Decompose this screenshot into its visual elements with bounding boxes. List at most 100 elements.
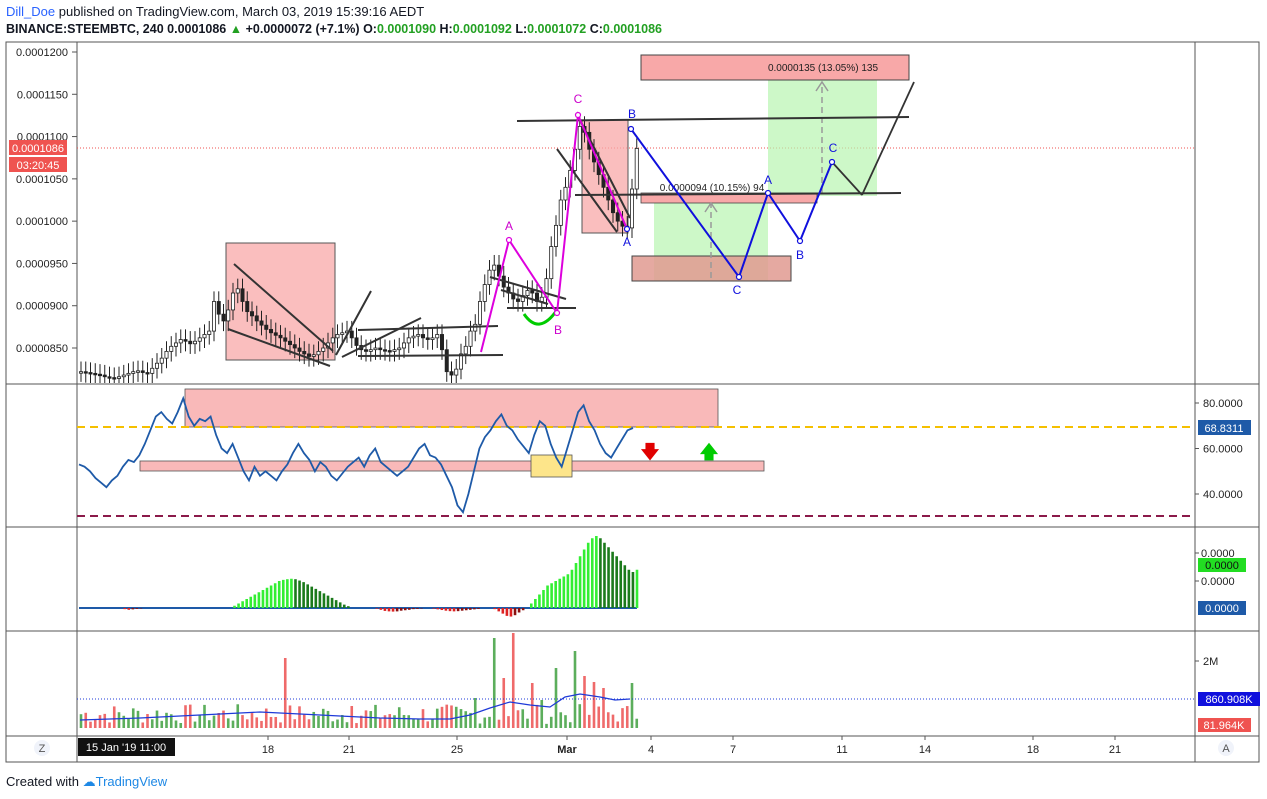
wave-labels: C B A A B A B C C	[505, 92, 838, 337]
candle	[273, 332, 278, 336]
wave-points	[505, 111, 836, 317]
trendline-8[interactable]	[500, 289, 549, 305]
wave-point[interactable]	[796, 237, 804, 245]
rsi-highlight-box[interactable]	[530, 454, 573, 478]
price-tick-label: 0.0000900	[16, 301, 68, 313]
candle	[397, 347, 402, 351]
time-axis: 18 21 25 Mar 4 7 11 14 18 21	[262, 736, 1121, 756]
auto-scale-button[interactable]	[1218, 740, 1234, 756]
volume-bar	[502, 678, 506, 728]
histogram-bar	[497, 608, 501, 612]
time-tick-label: 25	[451, 744, 463, 756]
volume-bar	[602, 688, 605, 728]
volume-bar	[492, 638, 496, 728]
author-link[interactable]: Dill_Doe	[6, 4, 56, 19]
volume-bar	[250, 713, 254, 728]
support-line[interactable]	[574, 192, 902, 196]
volume-bar	[625, 706, 629, 728]
histogram-bar	[635, 569, 639, 608]
wave-point[interactable]	[764, 189, 772, 197]
volume-bar	[150, 719, 154, 728]
candle	[145, 372, 150, 375]
candle	[468, 330, 473, 347]
rsi-upper-box[interactable]	[184, 388, 719, 428]
wave-label: A	[623, 235, 631, 249]
histogram-bar	[505, 608, 509, 616]
volume-bar	[592, 682, 596, 728]
volume-bar	[355, 723, 358, 728]
candle	[88, 372, 93, 375]
rsi-lower-box[interactable]	[139, 460, 765, 472]
zoom-button[interactable]	[34, 740, 50, 756]
range-label-box-top[interactable]	[640, 54, 910, 81]
wave-point[interactable]	[828, 158, 836, 166]
histogram-bar	[408, 608, 411, 610]
volume-bar	[440, 706, 444, 728]
target-zone-box[interactable]	[631, 255, 792, 282]
candle	[316, 350, 321, 356]
volume-bar	[393, 715, 396, 728]
histogram-bar	[342, 604, 346, 608]
histogram-bar	[298, 580, 301, 608]
volume-bar	[193, 721, 197, 728]
wave-point[interactable]	[623, 225, 631, 233]
wave-point[interactable]	[574, 111, 582, 119]
price-tick-label: 0.0001050	[16, 174, 68, 186]
volume-bar	[255, 717, 259, 728]
time-tick-label: 14	[919, 744, 931, 756]
hist-tick-2: 0.0000	[1201, 576, 1235, 588]
trendline-3[interactable]	[335, 290, 372, 356]
candle	[235, 288, 240, 294]
histogram-bar	[562, 576, 566, 608]
volume-bar	[511, 633, 515, 728]
trendline-5[interactable]	[357, 325, 499, 331]
resistance-line[interactable]	[516, 116, 910, 122]
trendline-2[interactable]	[233, 263, 334, 352]
wave-label: C	[574, 92, 583, 106]
volume-bar	[568, 722, 572, 728]
candle	[321, 347, 326, 352]
hist-zero-label: 0.0000	[1205, 603, 1239, 615]
histogram-bar	[534, 599, 537, 608]
trendline-4[interactable]	[341, 317, 422, 358]
wave-point[interactable]	[627, 125, 635, 133]
histogram-bar	[318, 591, 322, 608]
volume-bar	[611, 714, 615, 728]
price-tick-label: 0.0000850	[16, 343, 68, 355]
wave-point[interactable]	[553, 309, 561, 317]
trendline-10[interactable]	[556, 148, 618, 233]
histogram-bar	[444, 608, 448, 611]
candle	[278, 334, 283, 339]
candle	[154, 362, 159, 369]
histogram-bar	[550, 583, 553, 608]
trendline-7[interactable]	[489, 276, 567, 300]
candle	[164, 350, 169, 359]
wave-point[interactable]	[735, 273, 743, 281]
last-price: 0.0001086	[167, 22, 227, 36]
histogram-bar	[241, 601, 244, 608]
candle	[254, 315, 259, 322]
trendline-11[interactable]	[579, 119, 631, 219]
histogram-bar	[574, 563, 578, 608]
trendline-1[interactable]	[227, 328, 331, 367]
trendline-6[interactable]	[357, 354, 504, 357]
rsi-tick-label: 40.0000	[1203, 489, 1243, 501]
candle	[112, 377, 117, 380]
candle	[135, 370, 140, 373]
candle	[411, 335, 416, 339]
wave-point[interactable]	[505, 236, 513, 244]
wave-label: B	[554, 323, 562, 337]
candle	[473, 323, 478, 332]
candle	[268, 328, 273, 334]
candle	[117, 376, 122, 379]
tradingview-brand[interactable]: TradingView	[95, 774, 168, 789]
range-mid-label: 0.0000094 (10.15%) 94	[660, 183, 765, 194]
rsi-tick-label: 60.0000	[1203, 444, 1243, 456]
volume-bar	[174, 720, 178, 728]
volume-bar	[241, 715, 244, 728]
volume-bar	[165, 712, 168, 728]
symbol-name: BINANCE:STEEMBTC, 240	[6, 22, 164, 36]
candle	[83, 371, 88, 374]
candle	[554, 224, 559, 247]
